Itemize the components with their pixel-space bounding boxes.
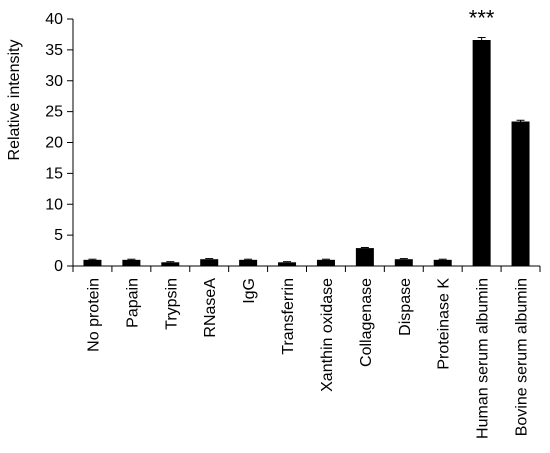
x-tick-label: Xanthin oxidase <box>319 278 336 392</box>
bar <box>394 259 413 266</box>
bar <box>355 248 374 266</box>
x-tick-label: Collagenase <box>358 278 375 367</box>
bar <box>122 259 141 266</box>
y-tick-label: 15 <box>45 165 63 182</box>
x-tick-label: Human serum albumin <box>475 278 492 439</box>
y-tick-label: 35 <box>45 42 63 59</box>
bar <box>83 259 102 266</box>
x-tick-label: RNaseA <box>202 278 219 338</box>
x-tick-label: IgG <box>241 278 258 304</box>
x-tick-label: Trypsin <box>163 278 180 330</box>
significance-annotation: *** <box>469 6 495 31</box>
y-tick-label: 30 <box>45 73 63 90</box>
y-tick-label: 10 <box>45 196 63 213</box>
x-axis: No protein Papain Trypsin RNaseA IgG Transfer… <box>72 265 541 439</box>
y-tick-label: 25 <box>45 104 63 121</box>
x-tick-label: Bovine serum albumin <box>514 278 531 436</box>
bar <box>278 262 297 266</box>
y-tick-label: 40 <box>45 11 63 28</box>
bar <box>239 259 258 266</box>
x-tick-label: Dispase <box>397 278 414 336</box>
x-tick-label: Papain <box>124 278 141 328</box>
y-tick-label: 5 <box>54 227 63 244</box>
bar <box>433 259 452 266</box>
bar <box>161 262 180 266</box>
x-tick-label: No protein <box>85 278 102 352</box>
bar <box>472 39 491 267</box>
y-tick-label: 20 <box>45 135 63 152</box>
bar <box>511 121 530 266</box>
x-tick-label: Proteinase K <box>436 278 453 370</box>
y-axis-title: Relative intensity <box>6 40 23 161</box>
bar <box>316 259 335 266</box>
x-tick-label: Transferrin <box>280 278 297 355</box>
y-axis: 0 5 10 15 20 25 30 35 40 <box>45 11 74 275</box>
bars <box>83 37 530 267</box>
bar <box>200 259 219 266</box>
y-tick-label: 0 <box>54 258 63 275</box>
annotations: *** <box>469 6 495 31</box>
